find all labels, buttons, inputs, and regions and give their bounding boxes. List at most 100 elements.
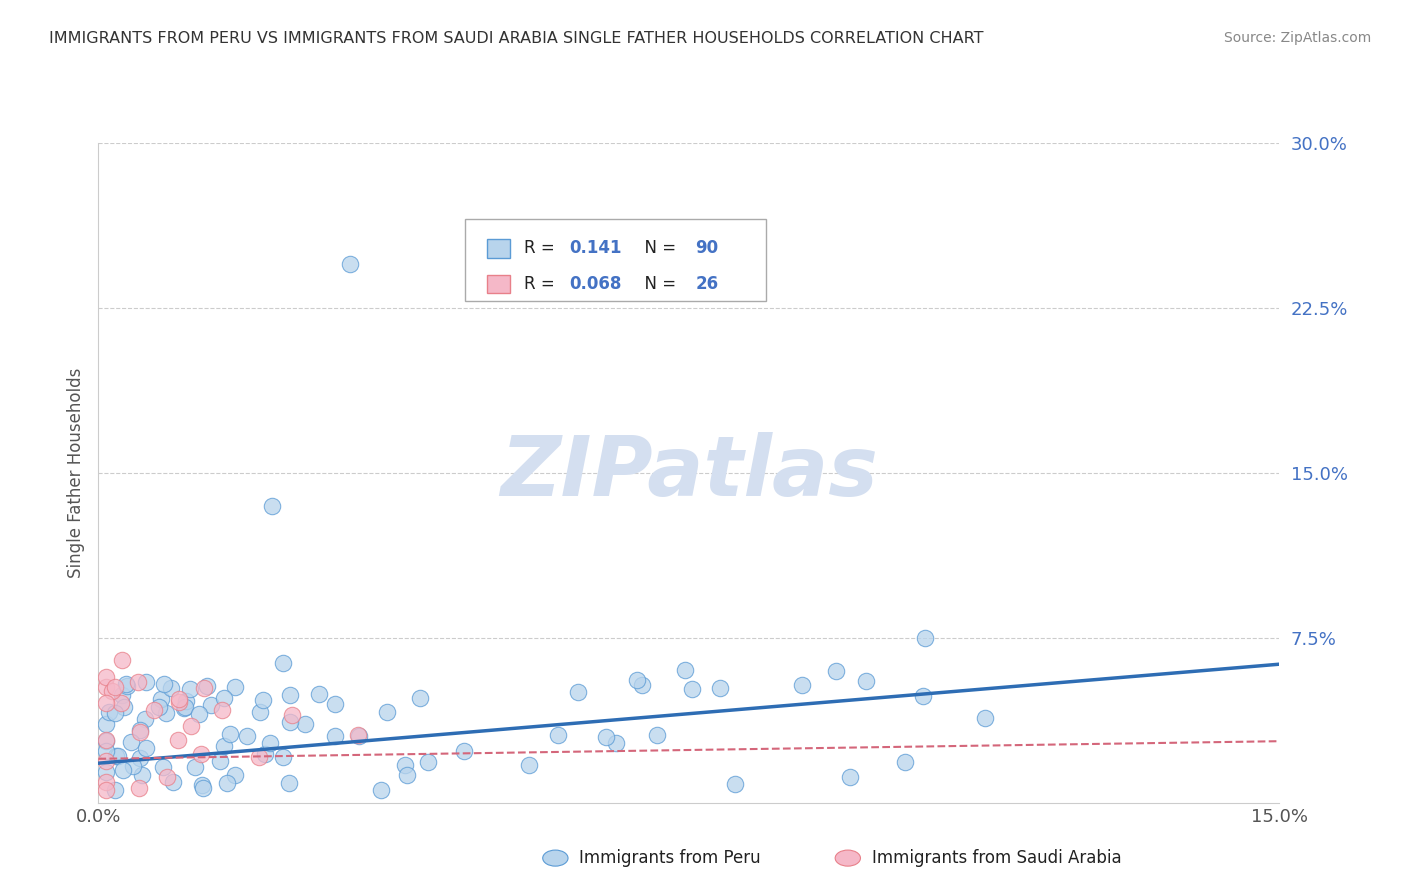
Point <box>347 728 370 742</box>
Point <box>191 781 214 796</box>
Point <box>122 758 145 772</box>
Point <box>217 776 239 790</box>
Point <box>517 758 540 772</box>
Point <box>790 678 813 692</box>
Point <box>169 692 191 706</box>
Point <box>167 695 190 709</box>
Point <box>179 681 201 696</box>
Point <box>96 783 118 797</box>
Point <box>174 700 197 714</box>
Point <box>190 747 212 761</box>
Point <box>323 698 346 712</box>
Point <box>271 656 294 670</box>
Point <box>193 681 215 695</box>
Point <box>278 715 301 730</box>
Text: R =: R = <box>524 275 561 293</box>
Point <box>96 765 118 780</box>
Point <box>104 748 127 763</box>
Text: R =: R = <box>524 239 561 258</box>
Point <box>111 653 134 667</box>
Text: 0.068: 0.068 <box>569 275 621 293</box>
Point <box>211 703 233 717</box>
Text: Source: ZipAtlas.com: Source: ZipAtlas.com <box>1223 31 1371 45</box>
Point <box>249 705 271 719</box>
Point <box>127 674 149 689</box>
Text: N =: N = <box>634 275 682 293</box>
Point <box>224 768 246 782</box>
Point <box>394 757 416 772</box>
Point <box>159 681 181 695</box>
Point <box>128 724 150 739</box>
Point <box>724 777 747 791</box>
Point <box>98 705 121 719</box>
Point <box>408 691 430 706</box>
Point <box>605 736 627 750</box>
Point <box>347 729 370 743</box>
FancyBboxPatch shape <box>486 275 510 293</box>
Point <box>96 734 118 748</box>
Point <box>96 680 118 694</box>
Point <box>595 730 617 744</box>
Point <box>547 728 569 742</box>
Point <box>839 770 862 784</box>
Point <box>254 747 277 761</box>
FancyBboxPatch shape <box>486 239 510 258</box>
Point <box>104 680 127 694</box>
Point <box>252 693 274 707</box>
Point <box>96 696 118 710</box>
Point <box>180 718 202 732</box>
Point <box>134 712 156 726</box>
Point <box>280 688 302 702</box>
Point <box>212 739 235 753</box>
Point <box>294 716 316 731</box>
Point <box>128 751 150 765</box>
Point <box>323 729 346 743</box>
FancyBboxPatch shape <box>464 219 766 301</box>
Point <box>191 779 214 793</box>
Point <box>260 499 283 513</box>
Text: Immigrants from Saudi Arabia: Immigrants from Saudi Arabia <box>872 849 1122 867</box>
Point <box>630 678 652 692</box>
Point <box>112 764 135 778</box>
Point <box>418 755 440 769</box>
Point <box>894 755 917 769</box>
Text: 0.141: 0.141 <box>569 239 621 258</box>
Point <box>395 768 418 782</box>
Text: IMMIGRANTS FROM PERU VS IMMIGRANTS FROM SAUDI ARABIA SINGLE FATHER HOUSEHOLDS CO: IMMIGRANTS FROM PERU VS IMMIGRANTS FROM … <box>49 31 984 46</box>
Point <box>271 749 294 764</box>
Point <box>120 735 142 749</box>
Point <box>974 711 997 725</box>
Point <box>115 676 138 690</box>
Point <box>112 700 135 714</box>
Point <box>128 780 150 795</box>
Point <box>115 680 138 694</box>
Point <box>912 690 935 704</box>
Point <box>96 754 118 768</box>
Point <box>281 708 304 723</box>
Text: Immigrants from Peru: Immigrants from Peru <box>579 849 761 867</box>
Point <box>825 665 848 679</box>
Point <box>200 698 222 712</box>
Point <box>131 768 153 782</box>
Point <box>96 744 118 758</box>
Text: ZIPatlas: ZIPatlas <box>501 433 877 513</box>
Point <box>142 703 165 717</box>
Point <box>224 680 246 694</box>
Point <box>195 679 218 693</box>
Text: 26: 26 <box>696 275 718 293</box>
Point <box>100 683 122 698</box>
Point <box>235 730 257 744</box>
Point <box>110 696 132 710</box>
Point <box>135 740 157 755</box>
Point <box>153 677 176 691</box>
Point <box>626 673 648 687</box>
Point <box>103 783 125 797</box>
Point <box>152 760 174 774</box>
Point <box>174 694 197 708</box>
Point <box>96 669 118 683</box>
Point <box>150 692 173 706</box>
Point <box>308 687 330 701</box>
Point <box>209 754 232 768</box>
Point <box>148 700 170 714</box>
Point <box>96 775 118 789</box>
